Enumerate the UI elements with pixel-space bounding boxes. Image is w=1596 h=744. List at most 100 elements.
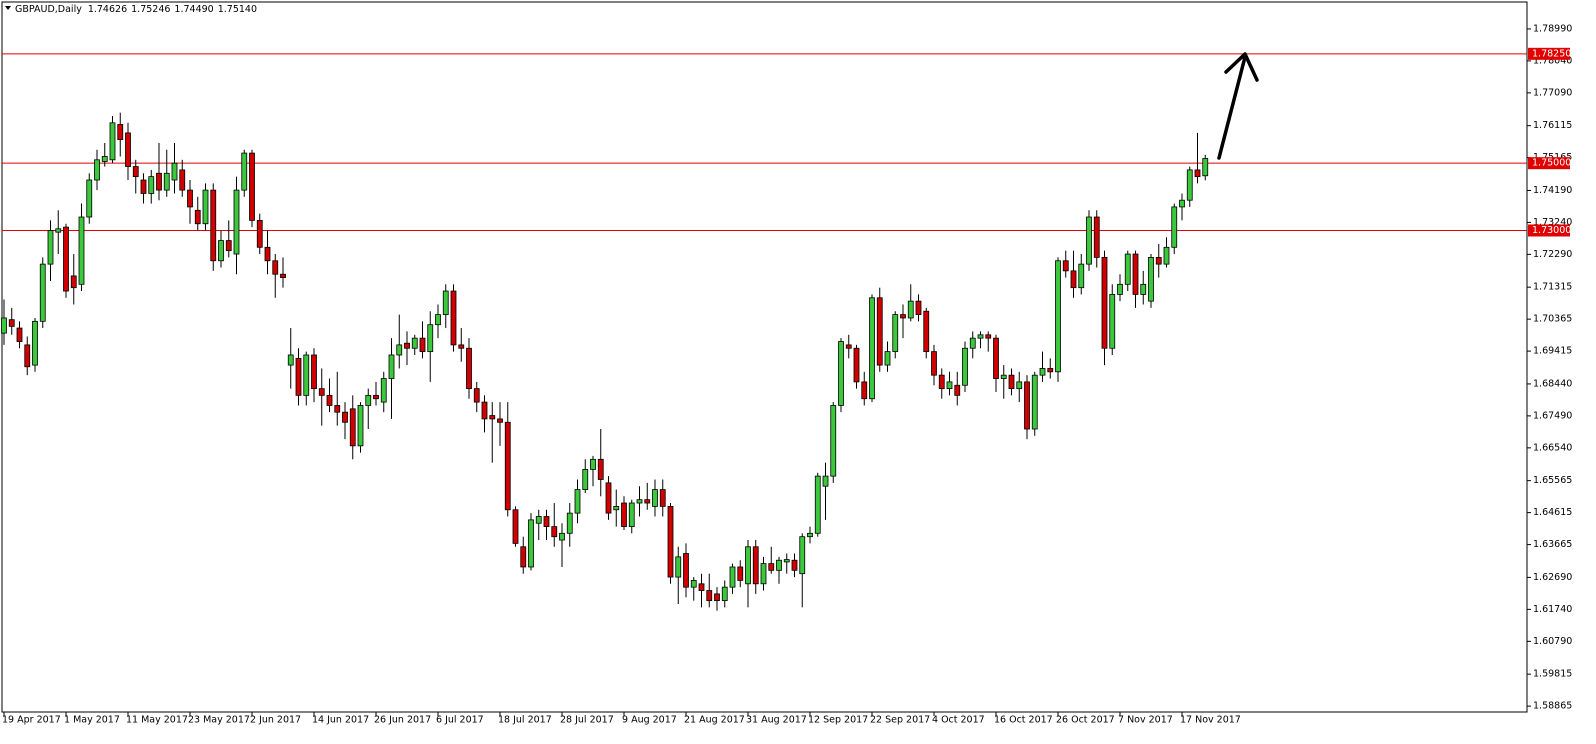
level-label: 1.75000 — [1532, 158, 1571, 169]
x-tick-label: 26 Jun 2017 — [374, 715, 431, 726]
candle-body — [264, 246, 271, 262]
candle-body — [1186, 169, 1193, 201]
candle-body — [853, 347, 860, 383]
y-tick-label: 1.62690 — [1533, 572, 1572, 583]
annotation-arrow — [1217, 52, 1259, 160]
y-tick-label: 1.65565 — [1533, 475, 1572, 486]
candle-body — [47, 230, 54, 265]
candle-body — [156, 172, 162, 191]
candle-body — [442, 290, 449, 316]
y-tick-label: 1.78990 — [1533, 23, 1572, 34]
candle-body — [187, 189, 193, 208]
candle-body — [334, 405, 341, 413]
candle-body — [613, 506, 620, 511]
x-tick-label: 11 May 2017 — [126, 715, 188, 726]
level-tag — [1528, 157, 1570, 170]
candle-body — [861, 381, 868, 400]
symbol: GBPAUD,Daily — [15, 4, 82, 15]
candle-body — [1155, 256, 1162, 265]
candle-body — [163, 172, 170, 191]
candle-body — [675, 556, 682, 578]
candle-body — [1124, 253, 1131, 285]
candle-body — [845, 344, 852, 349]
candle-body — [543, 516, 550, 527]
candle-body — [16, 327, 23, 342]
x-tick-label: 9 Aug 2017 — [622, 715, 677, 726]
candle-body — [954, 384, 961, 396]
candle-body — [791, 559, 798, 571]
candle-body — [489, 415, 496, 420]
candle-body — [566, 512, 573, 534]
y-tick-label: 1.76115 — [1533, 120, 1572, 131]
candle-body — [931, 351, 937, 376]
candle-body — [683, 553, 689, 588]
candle-body — [411, 337, 418, 349]
candle-body — [311, 354, 317, 390]
candle-body — [233, 189, 240, 255]
y-tick-label: 1.73240 — [1533, 217, 1572, 228]
y-tick-label: 1.66540 — [1533, 442, 1572, 453]
candle-body — [869, 297, 875, 400]
candle-body — [303, 354, 310, 396]
candle-body — [419, 337, 426, 353]
candle-body — [404, 342, 410, 349]
y-tick-label: 1.72290 — [1533, 249, 1572, 260]
candle-body — [760, 563, 767, 585]
candle-body — [148, 176, 155, 194]
candle-body — [582, 468, 589, 490]
candle-body — [923, 310, 930, 353]
candle-body — [1109, 294, 1116, 349]
x-tick-label: 18 Jul 2017 — [498, 715, 552, 726]
candle-body — [450, 290, 457, 346]
candle-body — [1171, 206, 1178, 248]
candle-body — [326, 394, 333, 406]
candle-body — [241, 152, 248, 191]
arrow-shaft — [1217, 55, 1247, 160]
level-label: 1.78250 — [1532, 48, 1571, 59]
candle-body — [396, 344, 403, 356]
candle-body — [830, 405, 837, 477]
candle-body — [435, 314, 441, 326]
candle-body — [605, 482, 612, 514]
y-tick-label: 1.61740 — [1533, 604, 1572, 615]
y-tick-label: 1.68440 — [1533, 378, 1572, 389]
candle-body — [644, 499, 651, 504]
candle-body — [373, 394, 379, 400]
candle-body — [636, 499, 643, 504]
candle-body — [690, 580, 697, 588]
x-tick-label: 26 Oct 2017 — [1056, 715, 1115, 726]
candle-body — [8, 319, 15, 327]
candle-body — [737, 566, 744, 581]
y-tick-label: 1.69415 — [1533, 346, 1572, 357]
candle-body — [884, 351, 891, 366]
y-tick-label: 1.63665 — [1533, 539, 1572, 550]
candle-body — [993, 337, 999, 379]
candle-body — [814, 475, 821, 534]
chart-header: GBPAUD,Daily 1.74626 1.75246 1.74490 1.75140 — [15, 4, 257, 15]
menu-arrow[interactable] — [5, 6, 11, 10]
candle-body — [256, 219, 263, 248]
x-tick-label: 7 Nov 2017 — [1118, 715, 1173, 726]
candle-body — [427, 324, 434, 353]
y-tick-label: 1.71315 — [1533, 282, 1572, 293]
candle-body — [667, 506, 674, 578]
candle-body — [194, 209, 201, 225]
candle-body — [504, 421, 511, 511]
x-tick-label: 12 Sep 2017 — [808, 715, 868, 726]
candle-body — [1078, 263, 1085, 289]
candle-body — [1000, 374, 1007, 379]
candle-body — [1117, 283, 1123, 295]
close-value: 1.75140 — [218, 4, 257, 15]
candle-body — [55, 228, 62, 233]
candle-body — [497, 418, 503, 423]
y-tick-label: 1.77090 — [1533, 87, 1572, 98]
y-tick-label: 1.78040 — [1533, 55, 1572, 66]
candle-body — [745, 546, 751, 585]
x-tick-label: 4 Oct 2017 — [932, 715, 985, 726]
candle-body — [458, 344, 465, 349]
candle-body — [915, 300, 922, 316]
candle-body — [466, 347, 472, 390]
candle-body — [799, 536, 806, 575]
candle-body — [900, 314, 906, 319]
